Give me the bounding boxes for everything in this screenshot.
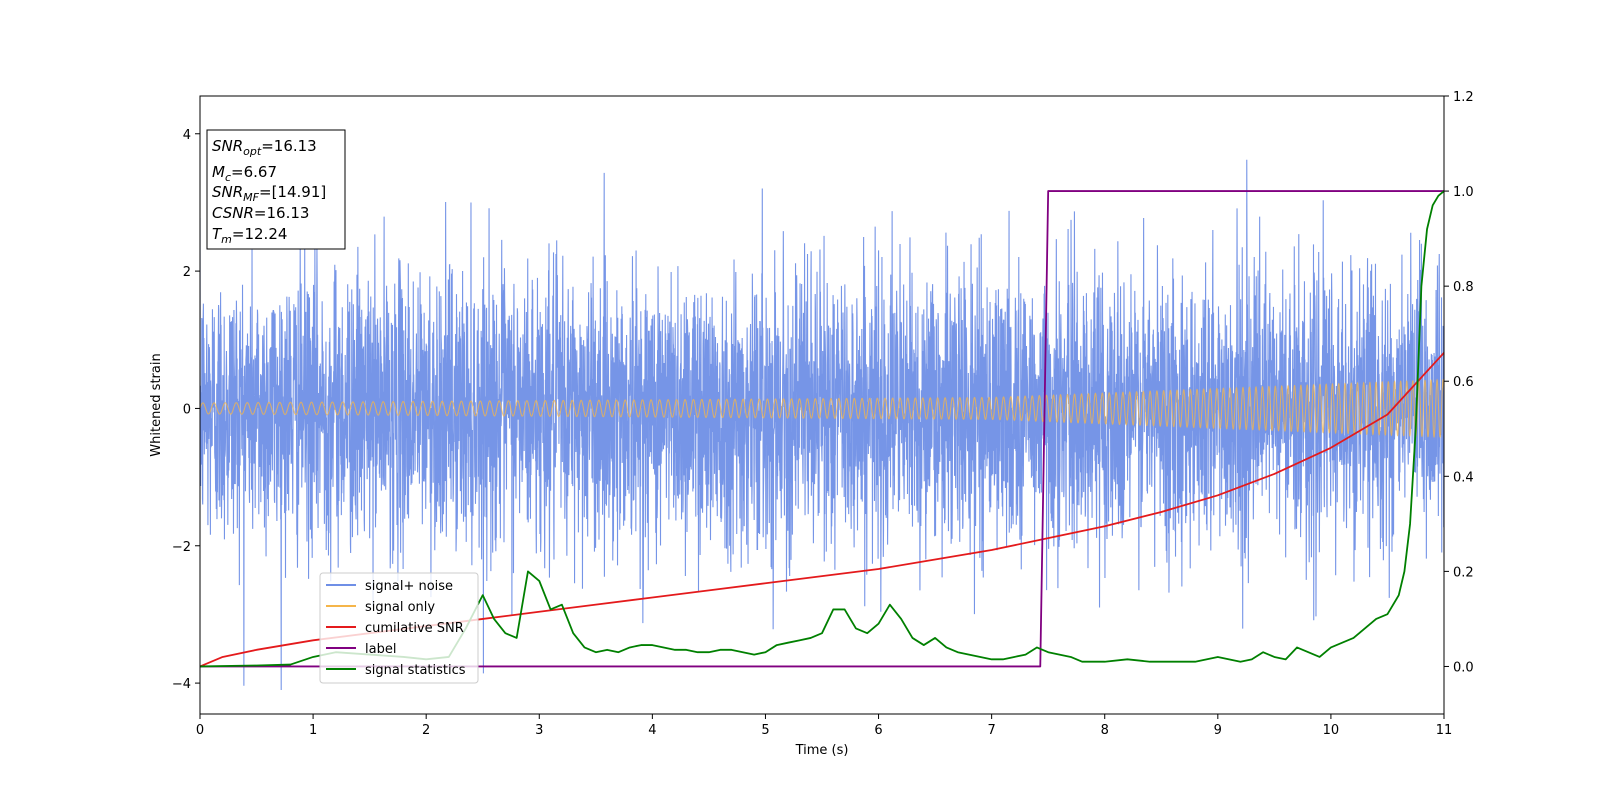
legend-label-signal-noise: signal+ noise — [365, 579, 453, 594]
info-snr-mf: SNRMF=[14.91] — [212, 183, 326, 204]
legend-label-signal-only: signal only — [365, 600, 435, 615]
ticks-layer: 0 1 2 3 4 5 6 7 8 9 10 11 −4 −2 0 2 4 0.0 0.2 0.4 0.6 0.8 1.0 1… — [172, 90, 1474, 738]
series-signal-noise — [200, 159, 1444, 690]
y-axis-label: Whitened strain — [149, 353, 164, 456]
x-tick-label: 0 — [196, 723, 204, 738]
y-right-tick-label: 0.0 — [1453, 660, 1474, 675]
info-box: SNRopt=16.13 Mc=6.67 SNRMF=[14.91] CSNR=… — [206, 129, 346, 250]
y-right-tick-label: 0.4 — [1453, 470, 1474, 485]
series-signal-only — [200, 378, 1444, 439]
x-tick-label: 7 — [987, 723, 995, 738]
legend-label-signal-statistics: signal statistics — [365, 663, 466, 678]
info-snr-mf-value: =[14.91] — [259, 183, 326, 201]
info-csnr-value: =16.13 — [254, 204, 310, 222]
x-tick-label: 4 — [648, 723, 656, 738]
x-tick-label: 9 — [1214, 723, 1222, 738]
info-tm: Tm=12.24 — [212, 225, 287, 246]
y-left-tick-label: 4 — [183, 128, 191, 143]
x-tick-label: 2 — [422, 723, 430, 738]
x-axis-label: Time (s) — [795, 743, 849, 758]
x-tick-label: 3 — [535, 723, 543, 738]
x-tick-label: 10 — [1323, 723, 1340, 738]
info-csnr: CSNR=16.13 — [212, 204, 309, 222]
legend: signal+ noise signal only cumilative SNR… — [319, 572, 479, 684]
y-right-tick-label: 0.6 — [1453, 375, 1474, 390]
legend-label-label: label — [365, 642, 396, 657]
y-left-tick-label: −4 — [172, 677, 191, 692]
x-tick-label: 11 — [1436, 723, 1453, 738]
x-tick-label: 6 — [874, 723, 882, 738]
y-right-tick-label: 0.2 — [1453, 565, 1474, 580]
info-tm-value: =12.24 — [232, 225, 288, 243]
x-tick-label: 5 — [761, 723, 769, 738]
y-left-tick-label: −2 — [172, 540, 191, 555]
legend-label-cumulative-snr: cumilative SNR — [365, 621, 464, 636]
info-mc: Mc=6.67 — [212, 163, 277, 184]
plot-frame — [199, 95, 1445, 715]
legend-frame — [319, 572, 479, 684]
series-signal-statistics — [200, 190, 1444, 668]
info-snr-opt-value: =16.13 — [261, 137, 317, 155]
y-left-tick-label: 0 — [183, 402, 191, 417]
x-tick-label: 8 — [1101, 723, 1109, 738]
x-tick-label: 1 — [309, 723, 317, 738]
y-right-tick-label: 1.2 — [1453, 90, 1474, 105]
info-box-frame — [206, 129, 346, 250]
y-right-tick-label: 0.8 — [1453, 280, 1474, 295]
y-left-tick-label: 2 — [183, 265, 191, 280]
info-mc-value: =6.67 — [231, 163, 277, 181]
series-label — [200, 190, 1444, 668]
info-snr-opt: SNRopt=16.13 — [212, 137, 317, 158]
y-right-tick-label: 1.0 — [1453, 185, 1474, 200]
